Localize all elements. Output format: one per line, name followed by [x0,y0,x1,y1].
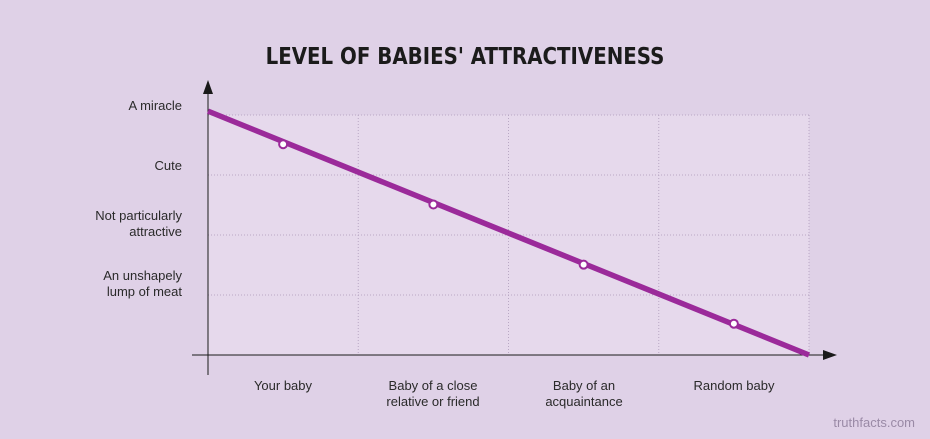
x-tick-label: Baby of an acquaintance [504,378,664,410]
x-tick-line: Baby of an [552,378,616,393]
x-tick-line: acquaintance [545,394,623,409]
data-point [428,199,439,210]
y-tick-label: Cute [12,158,182,174]
chart-title: LEVEL OF BABIES' ATTRACTIVENESS [265,44,665,70]
y-tick-label: An unshapely lump of meat [12,268,182,300]
y-tick-line: A miracle [128,98,182,113]
y-tick-line: lump of meat [106,284,182,299]
series-line [206,108,811,358]
y-tick-line: Cute [154,158,182,173]
x-tick-label: Your baby [203,378,363,394]
y-axis-arrow [203,80,213,94]
y-tick-label: Not particularly attractive [12,208,182,240]
x-tick-line: Random baby [693,378,775,393]
data-point [728,318,739,329]
y-tick-label: A miracle [12,98,182,114]
x-axis-arrow [823,350,837,360]
x-tick-label: Random baby [654,378,814,394]
y-tick-line: attractive [129,224,182,239]
x-tick-line: Your baby [253,378,313,393]
y-tick-line: An unshapely [103,268,182,283]
x-tick-line: relative or friend [386,394,480,409]
data-point [578,259,589,270]
y-tick-line: Not particularly [95,208,182,223]
x-tick-label: Baby of a close relative or friend [353,378,513,410]
watermark: truthfacts.com [833,415,915,430]
data-point [278,139,289,150]
x-tick-line: Baby of a close [388,378,478,393]
